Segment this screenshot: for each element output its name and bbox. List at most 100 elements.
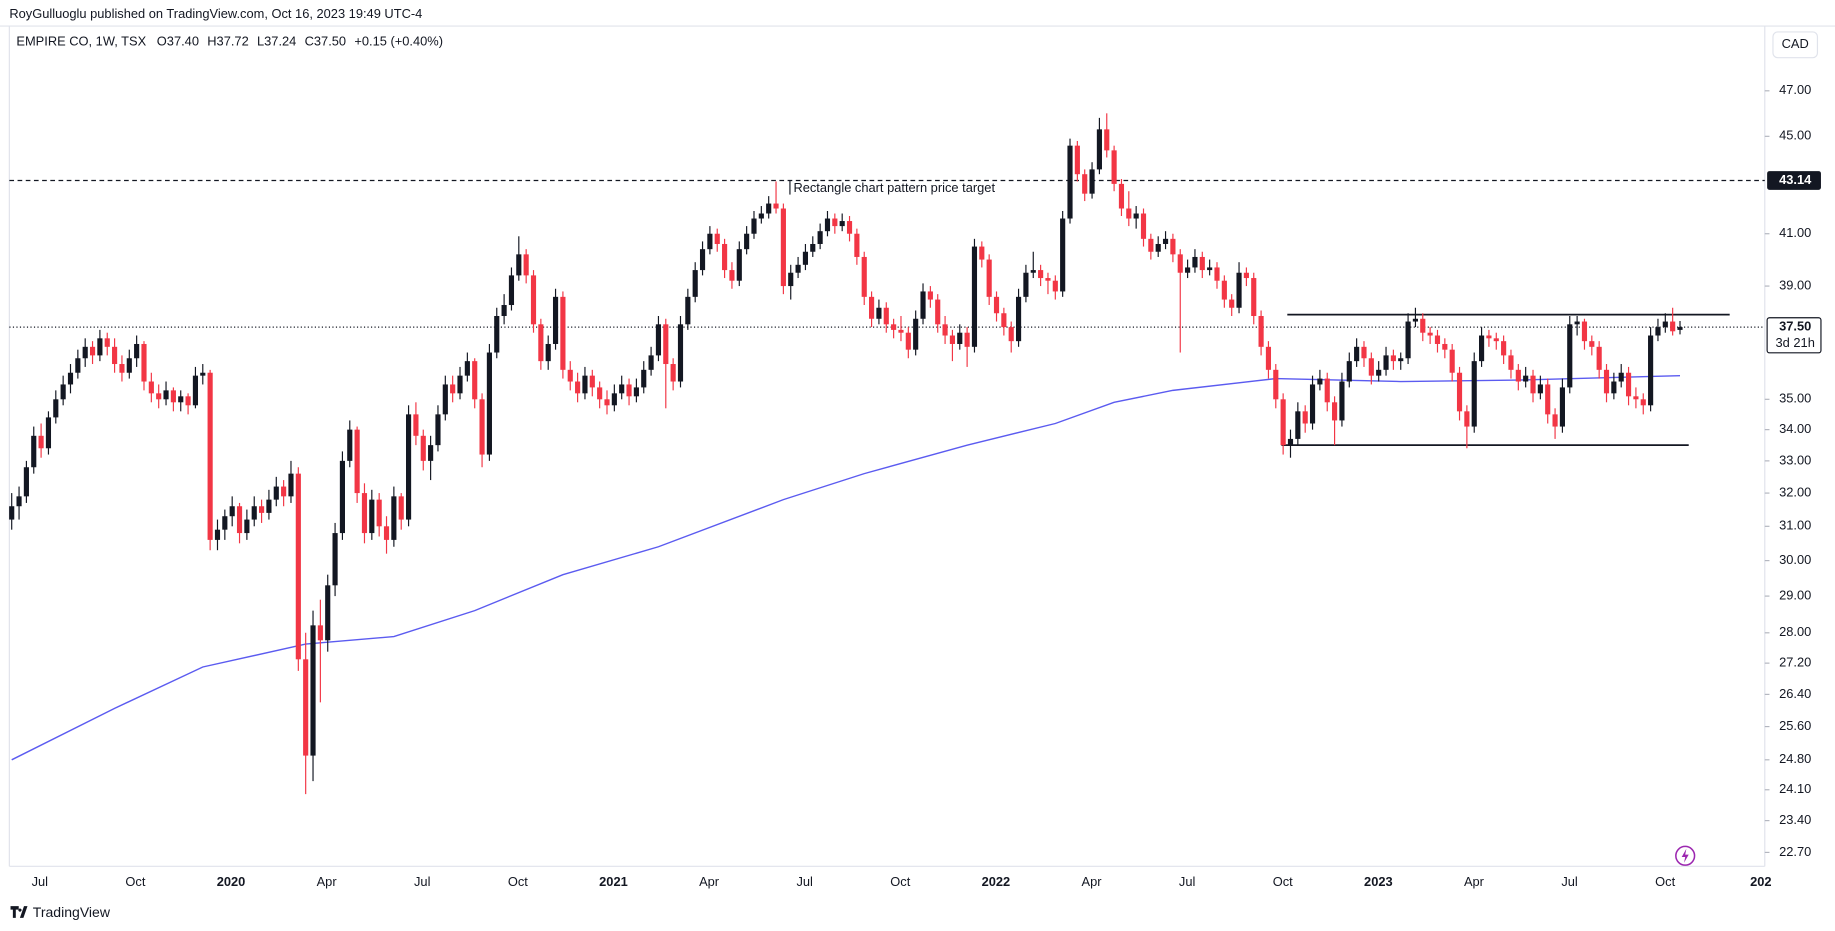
candle-body [560, 296, 566, 370]
candle-body [97, 338, 103, 356]
y-tick-label: 23.40 [1779, 812, 1811, 827]
candle-body [163, 390, 169, 400]
candle-body [1096, 129, 1102, 170]
y-tick-label: 29.00 [1779, 587, 1811, 602]
close-label: C [305, 34, 314, 49]
plot-area: 22.70 23.40 24.10 24.80 25.60 26.40 27.20 28.00… [9, 82, 1822, 889]
candle-body [1339, 381, 1345, 421]
candle-body [60, 384, 66, 400]
candle-body [1199, 256, 1205, 271]
y-tick-label: 34.00 [1779, 421, 1811, 436]
candle-body [795, 264, 801, 273]
candle-body [1559, 387, 1565, 427]
candle-body [53, 399, 59, 418]
candle-body [1493, 338, 1499, 342]
y-tick-label: 27.20 [1779, 655, 1811, 670]
candle-body [1265, 346, 1272, 370]
y-tick-label: 24.10 [1779, 781, 1811, 796]
candle-body [1567, 324, 1573, 388]
candle-body [516, 254, 522, 276]
candle-body [1162, 238, 1169, 244]
candle-body [1185, 267, 1191, 273]
candle-body [398, 496, 404, 520]
alert-icon[interactable] [1675, 845, 1696, 866]
candle-body [317, 625, 323, 641]
candle-body [1258, 316, 1264, 347]
candle-body [1038, 270, 1044, 279]
candle-body [435, 414, 441, 446]
candle-body [751, 218, 757, 234]
x-tick-label: 2021 [599, 874, 628, 889]
x-tick-label: 2023 [1364, 874, 1393, 889]
candle-body [722, 243, 728, 271]
level-note: 3d 21h [1776, 335, 1815, 350]
change: +0.15 (+0.40%) [354, 34, 443, 49]
candle-body [156, 393, 162, 400]
candle-body [1530, 375, 1536, 394]
candle-body [251, 506, 257, 520]
y-tick-label: 25.60 [1779, 718, 1811, 733]
candle-body [582, 375, 588, 394]
candle-body [1280, 399, 1286, 446]
high-label: H [207, 34, 216, 49]
candle-body [1354, 346, 1360, 362]
candle-body [1067, 145, 1073, 219]
candle-body [927, 291, 933, 300]
candle-body [89, 346, 96, 356]
y-tick-label: 45.00 [1779, 128, 1811, 143]
level-label-box [1766, 317, 1822, 354]
alert-icon-bolt[interactable] [1681, 848, 1689, 863]
candle-body [780, 208, 786, 287]
candle-body [405, 414, 412, 520]
candle-body [744, 233, 750, 250]
candle-body [1089, 169, 1095, 194]
candle-body [1074, 145, 1080, 175]
candle-body [685, 296, 691, 325]
x-tick-label: 2022 [982, 874, 1011, 889]
candle-body [1243, 272, 1249, 279]
candle-body [1670, 321, 1676, 332]
candle-body [1236, 272, 1242, 308]
currency-button[interactable]: CAD [1772, 31, 1819, 59]
candle-body [457, 375, 463, 394]
publisher-line: RoyGulluoglu published on TradingView.co… [9, 6, 422, 21]
currency-button-box[interactable] [1772, 31, 1819, 59]
candle-body [1611, 381, 1617, 394]
candle-body [236, 506, 243, 534]
alert-icon-circle[interactable] [1675, 845, 1696, 866]
candle-body [1229, 299, 1235, 308]
x-tick-label: Apr [699, 874, 720, 889]
candle-body [758, 213, 764, 219]
candle-body [413, 414, 419, 436]
candle-body [112, 346, 118, 365]
candle-body [266, 499, 272, 513]
candle-body [1677, 327, 1683, 330]
candle-body [766, 203, 772, 214]
currency-button-label[interactable]: CAD [1782, 36, 1809, 51]
candle-body [729, 270, 735, 281]
low-value: 37.24 [264, 34, 296, 49]
candle-body [310, 625, 316, 756]
candle-body [1133, 213, 1139, 219]
close-value: 37.50 [314, 34, 346, 49]
y-tick-label: 41.00 [1779, 225, 1811, 240]
candle-body [1471, 361, 1477, 427]
candle-body [420, 435, 426, 461]
candle-body [817, 231, 823, 244]
y-tick-label: 28.00 [1779, 624, 1811, 639]
candle-body [1126, 208, 1132, 219]
x-tick-label: Jul [414, 874, 430, 889]
candle-body [126, 358, 132, 373]
candle-body [369, 499, 375, 534]
candle-body [82, 346, 88, 359]
candle-body [567, 369, 573, 382]
footer-logo-mark [10, 906, 28, 918]
candle-body [1295, 411, 1301, 439]
open-value: 37.40 [167, 34, 199, 49]
y-tick-label: 32.00 [1779, 484, 1811, 499]
x-tick-label: Jul [32, 874, 48, 889]
candle-body [325, 585, 331, 641]
x-tick-label: Oct [890, 874, 910, 889]
candle-body [905, 332, 911, 350]
y-tick-label: 31.00 [1779, 518, 1811, 533]
